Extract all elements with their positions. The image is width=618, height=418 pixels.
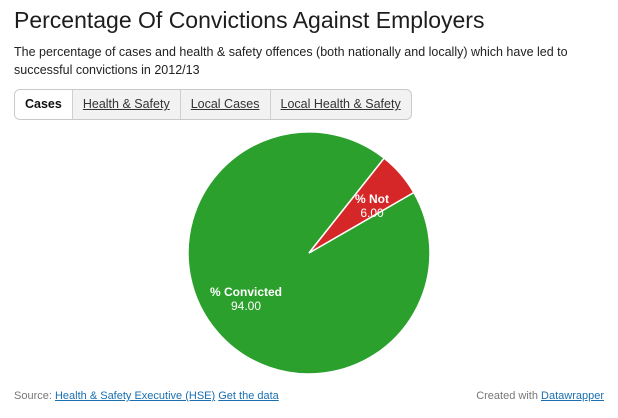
get-data-link[interactable]: Get the data <box>218 390 279 402</box>
slice-label-convicted: % Convicted <box>210 285 282 299</box>
tab-local-health-and-safety[interactable]: Local Health & Safety <box>269 90 411 119</box>
source-prefix: Source: <box>14 390 52 402</box>
tab-local-cases[interactable]: Local Cases <box>179 90 270 119</box>
chart-title: Percentage Of Convictions Against Employ… <box>14 7 485 33</box>
chart-subtitle: The percentage of cases and health & saf… <box>14 45 568 77</box>
source-link[interactable]: Health & Safety Executive (HSE) <box>54 390 216 402</box>
tool-credit: Created with Datawrapper <box>476 390 604 402</box>
slice-value-convicted: 94.00 <box>231 299 261 313</box>
created-with-text: Created with <box>476 390 538 402</box>
datawrapper-link[interactable]: Datawrapper <box>541 390 604 402</box>
tab-cases[interactable]: Cases <box>15 90 72 119</box>
tab-health-and-safety[interactable]: Health & Safety <box>71 90 180 119</box>
pie-slice-convicted <box>187 131 431 375</box>
source-credit: Source: Health & Safety Executive (HSE) … <box>14 390 279 402</box>
slice-label-not: % Not <box>355 192 389 206</box>
tab-bar: Cases Health & Safety Local Cases Local … <box>14 89 412 120</box>
slice-value-not: 6.00 <box>360 206 384 220</box>
pie-slice-not <box>308 157 415 254</box>
